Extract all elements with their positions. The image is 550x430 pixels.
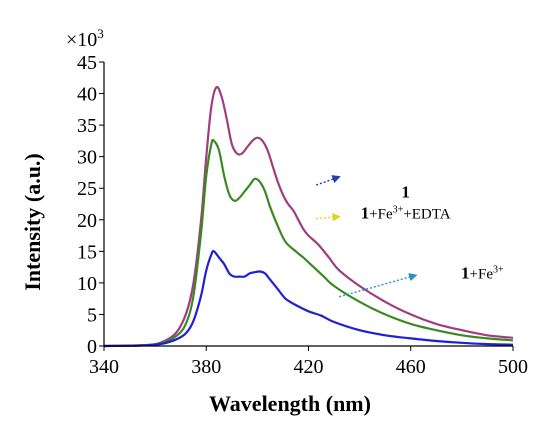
series-line-1 — [103, 138, 514, 348]
y-tick-label-1: 5 — [87, 304, 97, 326]
y-tick-label-0: 0 — [87, 336, 97, 358]
x-tick-label-1: 380 — [191, 356, 221, 378]
annotation-arrow-1 — [316, 212, 341, 222]
y-tick-label-3: 15 — [77, 241, 97, 263]
series-line-2 — [103, 250, 514, 348]
series-layer — [103, 85, 514, 348]
y-tick-label-4: 20 — [77, 210, 97, 232]
axes — [99, 61, 514, 351]
y-tick-label-5: 25 — [77, 178, 97, 200]
y-tick-label-9: 45 — [77, 52, 97, 74]
x-axis-title: Wavelength (nm) — [209, 391, 371, 416]
annotation-arrow-2 — [338, 273, 418, 298]
tick-labels: 0 5 10 15 20 25 30 35 40 45 340 380 420 460 500 — [77, 52, 528, 378]
y-tick-label-8: 40 — [77, 84, 97, 106]
y-tick-label-6: 30 — [77, 147, 97, 169]
y-axis-title: Intensity (a.u.) — [20, 153, 45, 291]
series-line-0 — [103, 85, 514, 348]
x-tick-label-4: 500 — [498, 356, 528, 378]
annotation-arrow-0 — [315, 175, 341, 186]
x-tick-label-2: 420 — [294, 356, 324, 378]
x-tick-label-0: 340 — [89, 356, 119, 378]
y-tick-label-7: 35 — [77, 115, 97, 137]
annotations: 1 1+Fe3++EDTA 1+Fe3+ — [315, 175, 504, 298]
y-multiplier-label: ×103 — [66, 26, 104, 51]
annotation-label-0: 1 — [401, 183, 410, 202]
annotation-label-2: 1+Fe3+ — [461, 263, 504, 282]
x-tick-label-3: 460 — [396, 356, 426, 378]
annotation-label-1: 1+Fe3++EDTA — [361, 204, 451, 223]
y-tick-label-2: 10 — [77, 273, 97, 295]
